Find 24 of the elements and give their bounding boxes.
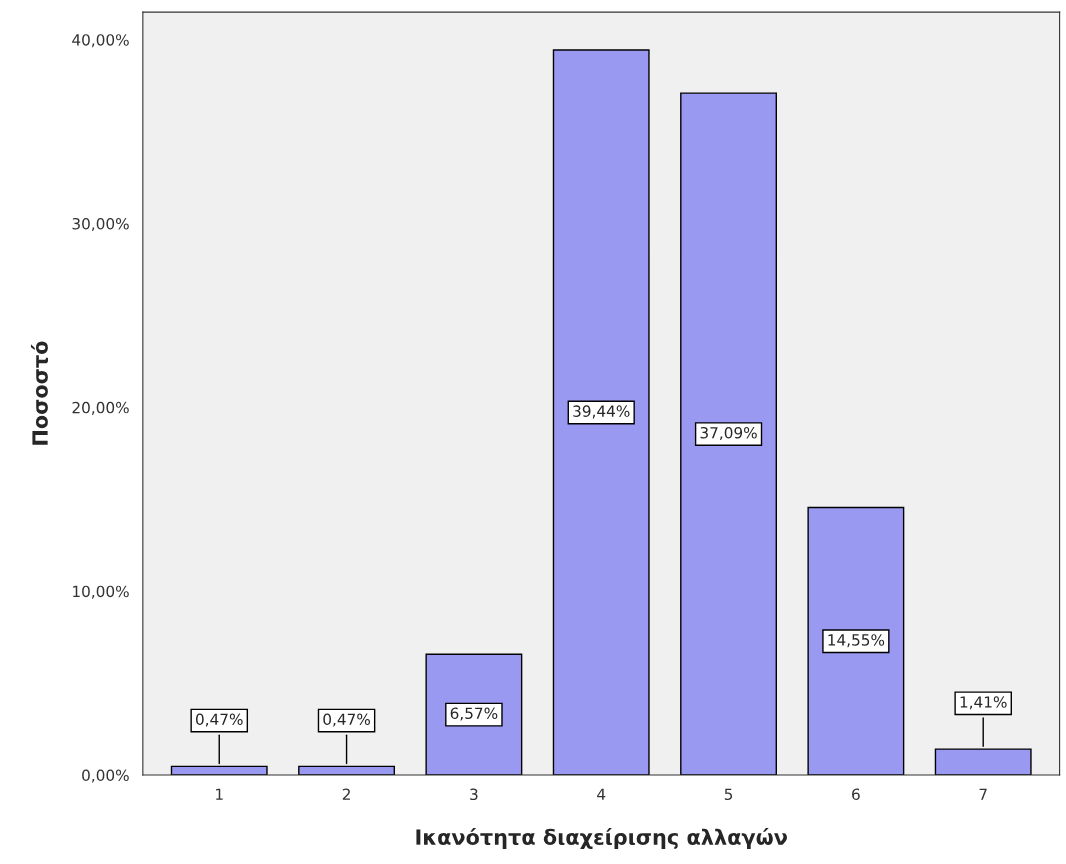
x-tick-label: 6 xyxy=(852,788,860,801)
y-tick-label: 10,00% xyxy=(73,585,129,599)
data-label: 0,47% xyxy=(323,713,370,727)
x-tick-label: 7 xyxy=(979,788,987,800)
bar xyxy=(680,92,777,776)
bar xyxy=(552,49,650,776)
y-tick-label: 40,00% xyxy=(72,34,129,48)
data-label: 14,55% xyxy=(828,634,885,648)
x-axis-title: Ικανότητα διαχείρισης αλλαγών xyxy=(416,827,787,849)
x-tick-label: 5 xyxy=(724,788,733,801)
y-tick-label: 0,00% xyxy=(82,769,129,783)
x-tick-label: 3 xyxy=(470,788,478,801)
data-label: 39,44% xyxy=(573,405,630,419)
x-tick-label: 2 xyxy=(342,788,350,800)
data-label: 0,47% xyxy=(195,713,243,727)
data-label: 37,09% xyxy=(700,426,757,441)
x-tick-label: 4 xyxy=(597,788,606,800)
x-tick-label: 1 xyxy=(216,788,223,800)
y-tick-label: 20,00% xyxy=(72,401,129,415)
data-label: 1,41% xyxy=(960,696,1007,710)
bar xyxy=(807,506,905,776)
y-tick-label: 30,00% xyxy=(72,217,129,232)
data-label: 6,57% xyxy=(450,707,498,721)
y-axis-title: Ποσοστό xyxy=(30,341,49,445)
